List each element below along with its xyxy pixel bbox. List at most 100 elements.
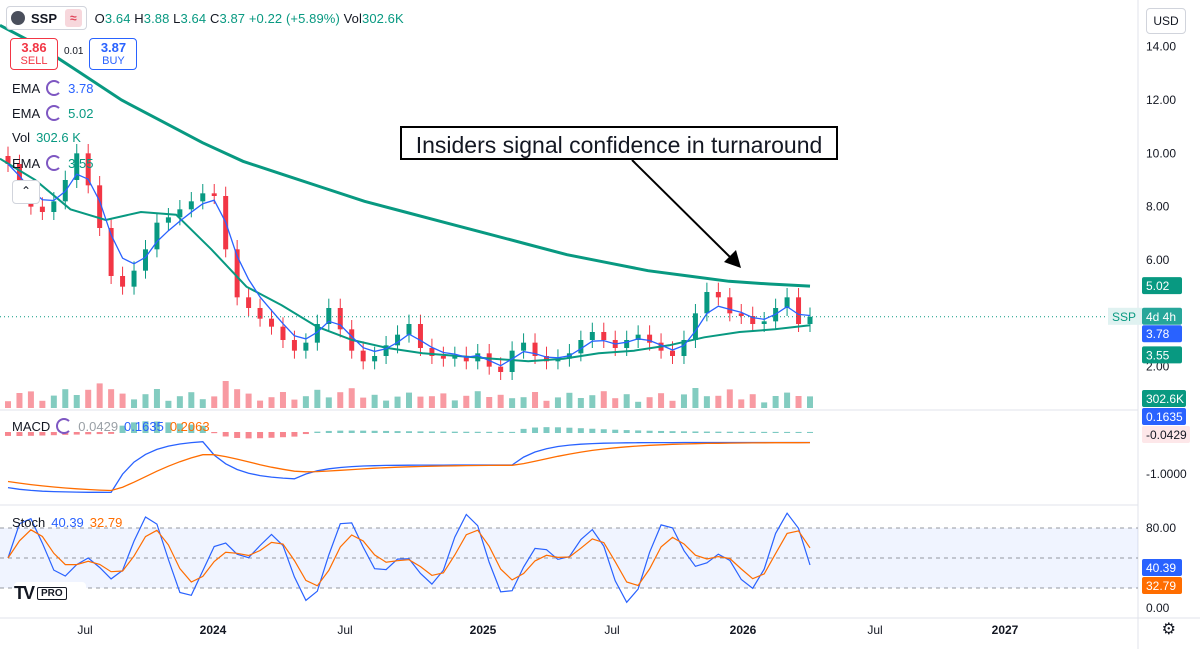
ema-slow-tag: 5.02 (1146, 279, 1170, 293)
annotation-callout[interactable]: Insiders signal confidence in turnaround (400, 126, 838, 160)
macd-histogram-bar (39, 432, 46, 436)
macd-histogram-bar (577, 428, 584, 433)
stoch-legend[interactable]: Stoch 40.39 32.79 (12, 515, 123, 530)
volume-bar (428, 396, 435, 408)
stoch-d-tag-bg (1142, 577, 1182, 594)
candle-body (784, 297, 790, 308)
symbol-name: SSP (31, 10, 58, 26)
macd-histogram-bar (222, 432, 229, 437)
macd-histogram-bar (348, 430, 355, 433)
macd-histogram-bar (623, 430, 630, 433)
volume-bar (497, 394, 504, 408)
macd-histogram-bar (337, 430, 344, 433)
volume-bar (153, 389, 160, 408)
volume-bar (50, 395, 57, 408)
macd-histogram-bar (532, 427, 539, 433)
price-tick-label: 12.00 (1146, 93, 1176, 107)
buy-button[interactable]: 3.87 BUY (89, 38, 138, 70)
indicator-volume[interactable]: Vol 302.6 K (12, 130, 81, 145)
macd-histogram-bar (680, 431, 687, 433)
volume-bar (658, 393, 665, 408)
currency-selector[interactable]: USD (1146, 8, 1186, 34)
settings-icon[interactable] (56, 418, 73, 434)
macd-histogram-bar (211, 432, 218, 434)
ema-fast-tag-bg (1142, 325, 1182, 343)
macd-histogram-bar (554, 427, 561, 433)
candle-body (417, 324, 423, 348)
volume-bar (566, 392, 573, 408)
indicator-ema-2[interactable]: EMA 5.02 (12, 105, 94, 121)
volume-bar (784, 392, 791, 408)
candle-body (704, 292, 710, 314)
candle-body (246, 297, 252, 308)
candle-body (589, 332, 595, 340)
volume-bar (749, 394, 756, 408)
indicator-ema-3[interactable]: EMA 3.55 (12, 155, 94, 171)
settings-icon[interactable] (46, 155, 63, 171)
macd-histogram-bar (371, 430, 378, 433)
candle-body (211, 193, 217, 196)
candle-body (807, 316, 813, 324)
arrow-head-icon (724, 250, 741, 268)
time-tick-label: Jul (604, 623, 619, 637)
candle-body (120, 276, 126, 287)
volume-bar (703, 396, 710, 408)
compare-icon[interactable]: ≈ (65, 9, 82, 27)
macd-histogram-bar (486, 431, 493, 433)
settings-icon[interactable] (46, 80, 63, 96)
gear-icon[interactable]: ⚙ (1161, 621, 1176, 638)
candle-body (188, 201, 194, 210)
macd-histogram-bar (463, 431, 470, 433)
candle-body (406, 324, 412, 335)
stoch-d-line (7, 529, 811, 587)
volume-bar (623, 394, 630, 408)
sell-button[interactable]: 3.86 SELL (10, 38, 58, 70)
indicator-ema-1[interactable]: EMA 3.78 (12, 80, 94, 96)
open-value: 3.64 (104, 10, 131, 26)
volume-bar (211, 396, 218, 408)
macd-signal-line (7, 441, 811, 492)
macd-histogram-bar (669, 431, 676, 433)
volume-bar (279, 392, 286, 408)
macd-histogram-bar (234, 432, 241, 438)
high-value: 3.88 (143, 10, 170, 26)
candle-body (463, 356, 469, 362)
stoch-k-tag: 40.39 (1146, 561, 1176, 575)
change-value: +0.22 (+5.89%) (248, 10, 340, 26)
macd-histogram-bar (474, 431, 481, 433)
candle-body (360, 350, 366, 362)
macd-histogram-bar (188, 424, 195, 433)
candle-body (97, 185, 103, 228)
macd-histogram-bar (726, 431, 733, 433)
volume-bar (451, 400, 458, 408)
volume-bar (371, 394, 378, 408)
volume-bar (692, 388, 699, 408)
volume-bar (520, 397, 527, 408)
symbol-selector[interactable]: SSP ≈ (6, 6, 87, 30)
ema-slow-line (0, 23, 811, 288)
macd-histogram-bar (96, 432, 103, 435)
volume-bar (532, 392, 539, 408)
collapse-legend-button[interactable]: ⌃ (12, 180, 40, 204)
candle-body (326, 308, 332, 324)
candle-body (635, 334, 641, 340)
candle-body (521, 342, 527, 351)
candle-body (154, 222, 160, 250)
candle-body (578, 340, 584, 354)
volume-bar (646, 397, 653, 408)
macd-histogram-bar (795, 431, 802, 433)
candle-body (51, 201, 57, 212)
volume-value: 302.6K (361, 10, 404, 26)
volume-bar (119, 393, 126, 408)
macd-histogram-bar (509, 431, 516, 433)
macd-histogram-bar (497, 431, 504, 433)
macd-legend[interactable]: MACD 0.0429 0.1635 0.2063 (12, 418, 210, 434)
macd-histogram-bar (27, 432, 34, 436)
countdown-tag: 4d 4h (1146, 310, 1176, 324)
macd-histogram-bar (520, 428, 527, 433)
candle-body (39, 206, 45, 212)
settings-icon[interactable] (46, 105, 63, 121)
volume-bar (325, 397, 332, 408)
macd-histogram-bar (761, 431, 768, 433)
